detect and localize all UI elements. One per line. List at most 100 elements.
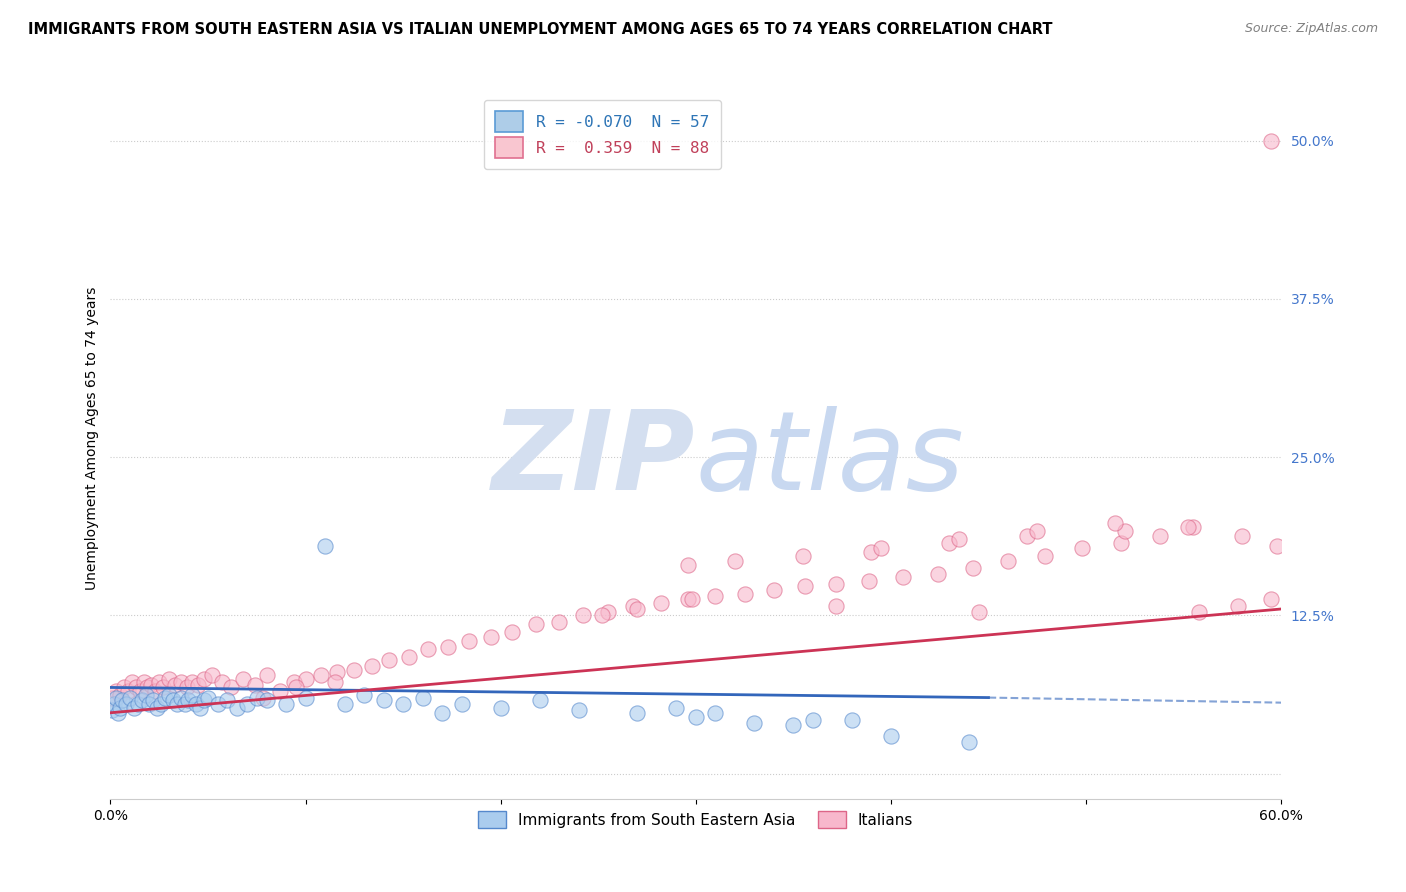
Point [685,709,707,723]
Point [858,574,880,589]
Point [841,714,863,728]
Point [269,684,291,698]
Point [825,576,848,591]
Point [1109,536,1132,550]
Point [122,700,145,714]
Point [676,591,699,606]
Point [333,697,356,711]
Point [353,688,375,702]
Point [138,697,160,711]
Point [187,678,209,692]
Point [1260,591,1282,606]
Point [169,690,191,705]
Legend: Immigrants from South Eastern Asia, Italians: Immigrants from South Eastern Asia, Ital… [472,805,920,835]
Point [226,700,249,714]
Point [186,697,208,711]
Point [101,690,124,705]
Point [115,697,138,711]
Point [314,539,336,553]
Point [489,700,512,714]
Point [141,678,163,692]
Point [997,554,1019,568]
Point [152,681,174,695]
Point [211,675,233,690]
Point [143,684,166,698]
Point [153,690,176,705]
Point [458,633,481,648]
Point [412,690,434,705]
Point [1227,599,1250,614]
Point [127,697,149,711]
Point [665,700,688,714]
Point [568,703,591,717]
Point [146,700,169,714]
Point [681,591,703,606]
Point [392,697,415,711]
Point [571,608,593,623]
Point [870,541,893,556]
Point [529,693,551,707]
Point [188,700,211,714]
Point [131,693,153,707]
Text: ZIP: ZIP [492,406,696,513]
Point [744,715,766,730]
Point [128,684,150,698]
Point [232,672,254,686]
Point [169,675,191,690]
Point [378,652,401,666]
Point [373,693,395,707]
Point [1188,605,1211,619]
Point [181,675,204,690]
Point [418,642,440,657]
Point [105,684,128,698]
Point [880,729,903,743]
Point [957,735,980,749]
Text: atlas: atlas [696,406,965,513]
Point [256,668,278,682]
Point [1114,524,1136,538]
Point [236,697,259,711]
Point [176,681,198,695]
Point [166,697,188,711]
Point [948,533,970,547]
Point [111,693,134,707]
Point [794,579,817,593]
Point [193,672,215,686]
Point [650,596,672,610]
Point [283,675,305,690]
Point [927,566,949,581]
Point [801,714,824,728]
Point [430,706,453,720]
Point [150,697,173,711]
Point [724,554,747,568]
Point [294,690,316,705]
Point [1071,541,1094,556]
Point [1182,519,1205,533]
Point [343,663,366,677]
Point [704,706,727,720]
Point [284,681,307,695]
Point [177,693,200,707]
Point [132,675,155,690]
Point [524,617,547,632]
Point [734,587,756,601]
Point [217,693,239,707]
Point [207,697,229,711]
Point [201,668,224,682]
Point [704,590,727,604]
Point [107,706,129,720]
Point [105,690,128,705]
Point [108,700,131,714]
Point [437,640,460,654]
Point [1033,549,1056,563]
Point [142,693,165,707]
Point [860,545,883,559]
Point [792,549,814,563]
Point [1260,134,1282,148]
Point [479,630,502,644]
Point [112,681,135,695]
Point [101,703,124,717]
Point [256,693,278,707]
Point [621,599,644,614]
Point [181,688,204,702]
